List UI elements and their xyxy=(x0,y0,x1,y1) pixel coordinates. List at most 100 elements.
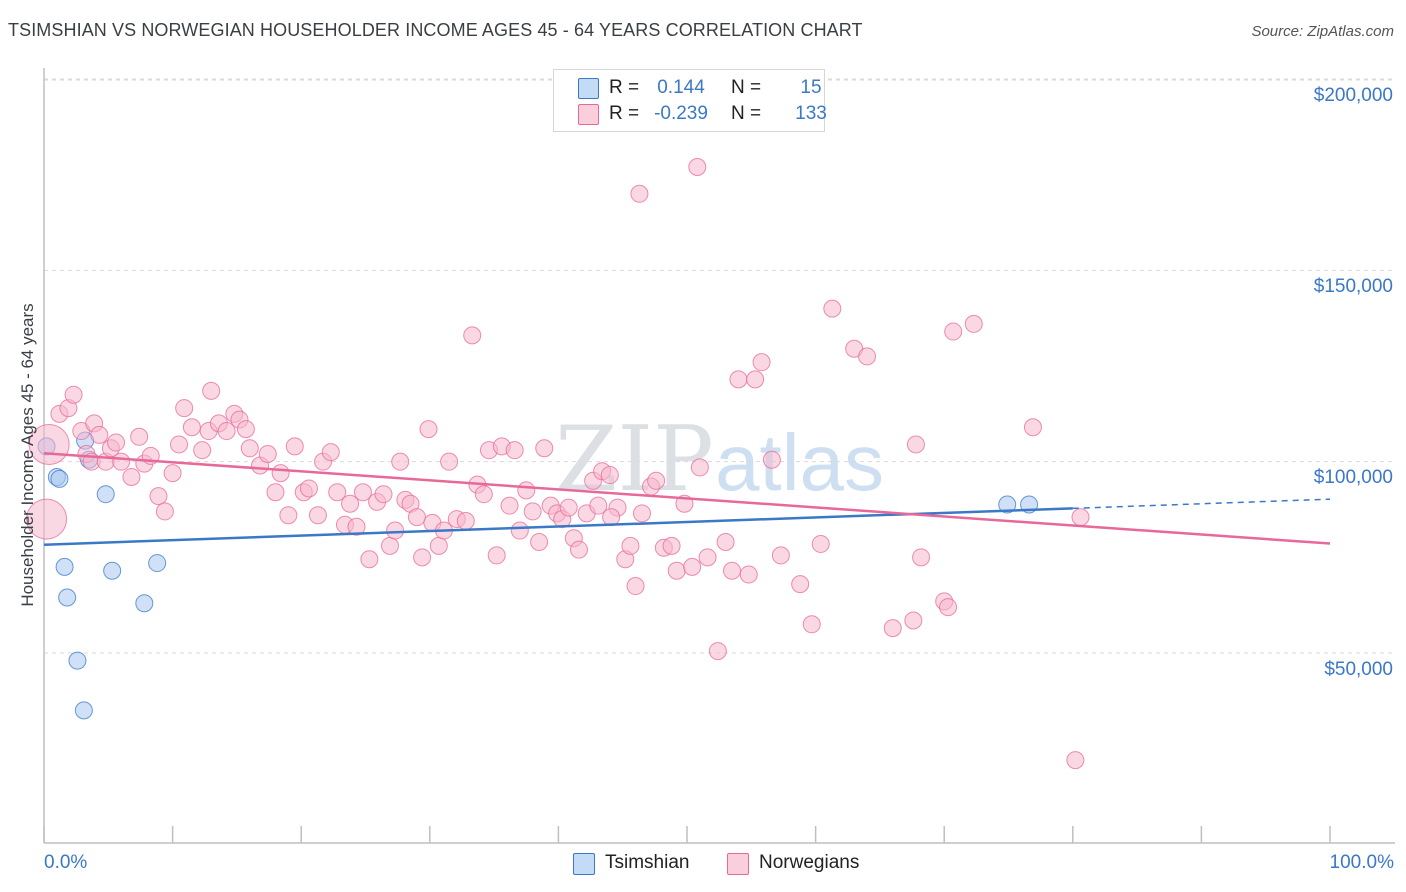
legend-swatch-norwegians xyxy=(727,853,749,875)
norwegian-point xyxy=(487,546,506,565)
tsimshian-point xyxy=(103,561,122,580)
norwegian-point xyxy=(155,502,174,521)
norwegian-point xyxy=(723,561,742,580)
y-tick-label: $50,000 xyxy=(1324,659,1393,680)
norwegian-point xyxy=(407,508,426,527)
norwegian-point xyxy=(1023,418,1042,437)
norwegian-point xyxy=(112,452,131,471)
norwegian-point xyxy=(632,504,651,523)
n-value: 133 xyxy=(795,103,827,124)
norwegian-point xyxy=(347,517,366,536)
norwegian-point xyxy=(353,483,372,502)
norwegian-point xyxy=(746,370,765,389)
norwegian-point xyxy=(474,485,493,504)
correlation-legend: R = 0.144 N = 15 R = -0.239 N = 133 xyxy=(553,69,827,132)
norwegian-point xyxy=(26,498,68,540)
legend-swatch-tsimshian xyxy=(573,853,595,875)
norwegian-point xyxy=(530,533,549,552)
norwegian-point xyxy=(630,184,649,203)
chart-title: TSIMSHIAN VS NORWEGIAN HOUSEHOLDER INCOM… xyxy=(8,20,863,40)
norwegian-point xyxy=(463,326,482,345)
y-tick-label: $100,000 xyxy=(1313,467,1393,488)
norwegian-point xyxy=(505,441,524,460)
norwegian-point xyxy=(690,458,709,477)
norwegian-point xyxy=(939,598,958,617)
norwegian-point xyxy=(823,299,842,318)
norwegian-point xyxy=(708,642,727,661)
norwegian-point xyxy=(386,521,405,540)
norwegian-point xyxy=(729,370,748,389)
norwegian-point xyxy=(175,399,194,418)
norwegian-point xyxy=(883,619,902,638)
tsimshian-point xyxy=(96,485,115,504)
norwegian-point xyxy=(413,548,432,567)
norwegian-point xyxy=(360,550,379,569)
norwegian-point xyxy=(321,443,340,462)
norwegian-point xyxy=(912,548,931,567)
r-label: R = xyxy=(609,77,640,98)
norwegian-point xyxy=(217,422,236,441)
norwegian-point xyxy=(299,479,318,498)
norwegian-point xyxy=(374,485,393,504)
trend-lines xyxy=(43,452,1331,546)
norwegian-point xyxy=(64,385,83,404)
norwegian-point xyxy=(716,533,735,552)
norwegian-point xyxy=(964,314,983,333)
norwegian-point xyxy=(906,435,925,454)
grid-lines xyxy=(44,78,1395,654)
norwegian-point xyxy=(802,615,821,634)
norwegian-point xyxy=(535,439,554,458)
norwegian-point xyxy=(944,322,963,341)
y-axis-label: Householder Income Ages 45 - 64 years xyxy=(18,303,37,607)
norwegian-point xyxy=(236,420,255,439)
norwegian-point xyxy=(170,435,189,454)
norwegian-point xyxy=(456,511,475,530)
norwegian-point xyxy=(589,496,608,515)
data-points xyxy=(26,158,1090,770)
norwegian-point xyxy=(391,452,410,471)
watermark: ZIP atlas xyxy=(555,407,884,512)
norwegian-point xyxy=(429,536,448,555)
tsimshian-point xyxy=(135,594,154,613)
norwegian-point xyxy=(510,521,529,540)
watermark-zip: ZIP xyxy=(555,407,714,512)
n-value: 15 xyxy=(800,77,822,98)
norwegian-point xyxy=(149,487,168,506)
norwegian-point xyxy=(683,557,702,576)
y-tick-label: $150,000 xyxy=(1313,276,1393,297)
norwegian-point xyxy=(621,536,640,555)
norwegian-point xyxy=(182,418,201,437)
legend-label-tsimshian: Tsimshian xyxy=(605,852,690,873)
norwegian-point xyxy=(600,466,619,485)
tsimshian-point xyxy=(58,588,77,607)
norwegian-point xyxy=(667,561,686,580)
norwegian-point xyxy=(559,498,578,517)
legend-swatch-norwegians xyxy=(578,104,599,125)
legend-swatch-tsimshian xyxy=(578,78,599,99)
tsimshian-point xyxy=(74,701,93,720)
x-tick-label-end: 100.0% xyxy=(1329,852,1394,873)
norwegian-point xyxy=(163,464,182,483)
norwegian-point xyxy=(858,347,877,366)
norwegian-point xyxy=(1071,508,1090,527)
norwegian-point xyxy=(662,536,681,555)
norwegian-point xyxy=(517,481,536,500)
norwegian-point xyxy=(271,464,290,483)
norwegian-point xyxy=(647,471,666,490)
norwegian-point xyxy=(523,502,542,521)
norwegian-point xyxy=(811,534,830,553)
norwegian-point xyxy=(419,420,438,439)
tsimshian-point xyxy=(68,651,87,670)
axes xyxy=(43,68,1395,844)
norwegian-point xyxy=(688,158,707,177)
norwegian-point xyxy=(752,353,771,372)
norwegian-point xyxy=(202,381,221,400)
norwegian-point xyxy=(602,508,621,527)
norwegian-point xyxy=(240,439,259,458)
norwegian-point xyxy=(771,546,790,565)
norwegian-point xyxy=(626,577,645,596)
norwegian-trend-line xyxy=(43,452,1331,545)
tsimshian-trend-extension xyxy=(1072,498,1331,510)
r-label: R = xyxy=(609,103,640,124)
norwegian-point xyxy=(698,548,717,567)
